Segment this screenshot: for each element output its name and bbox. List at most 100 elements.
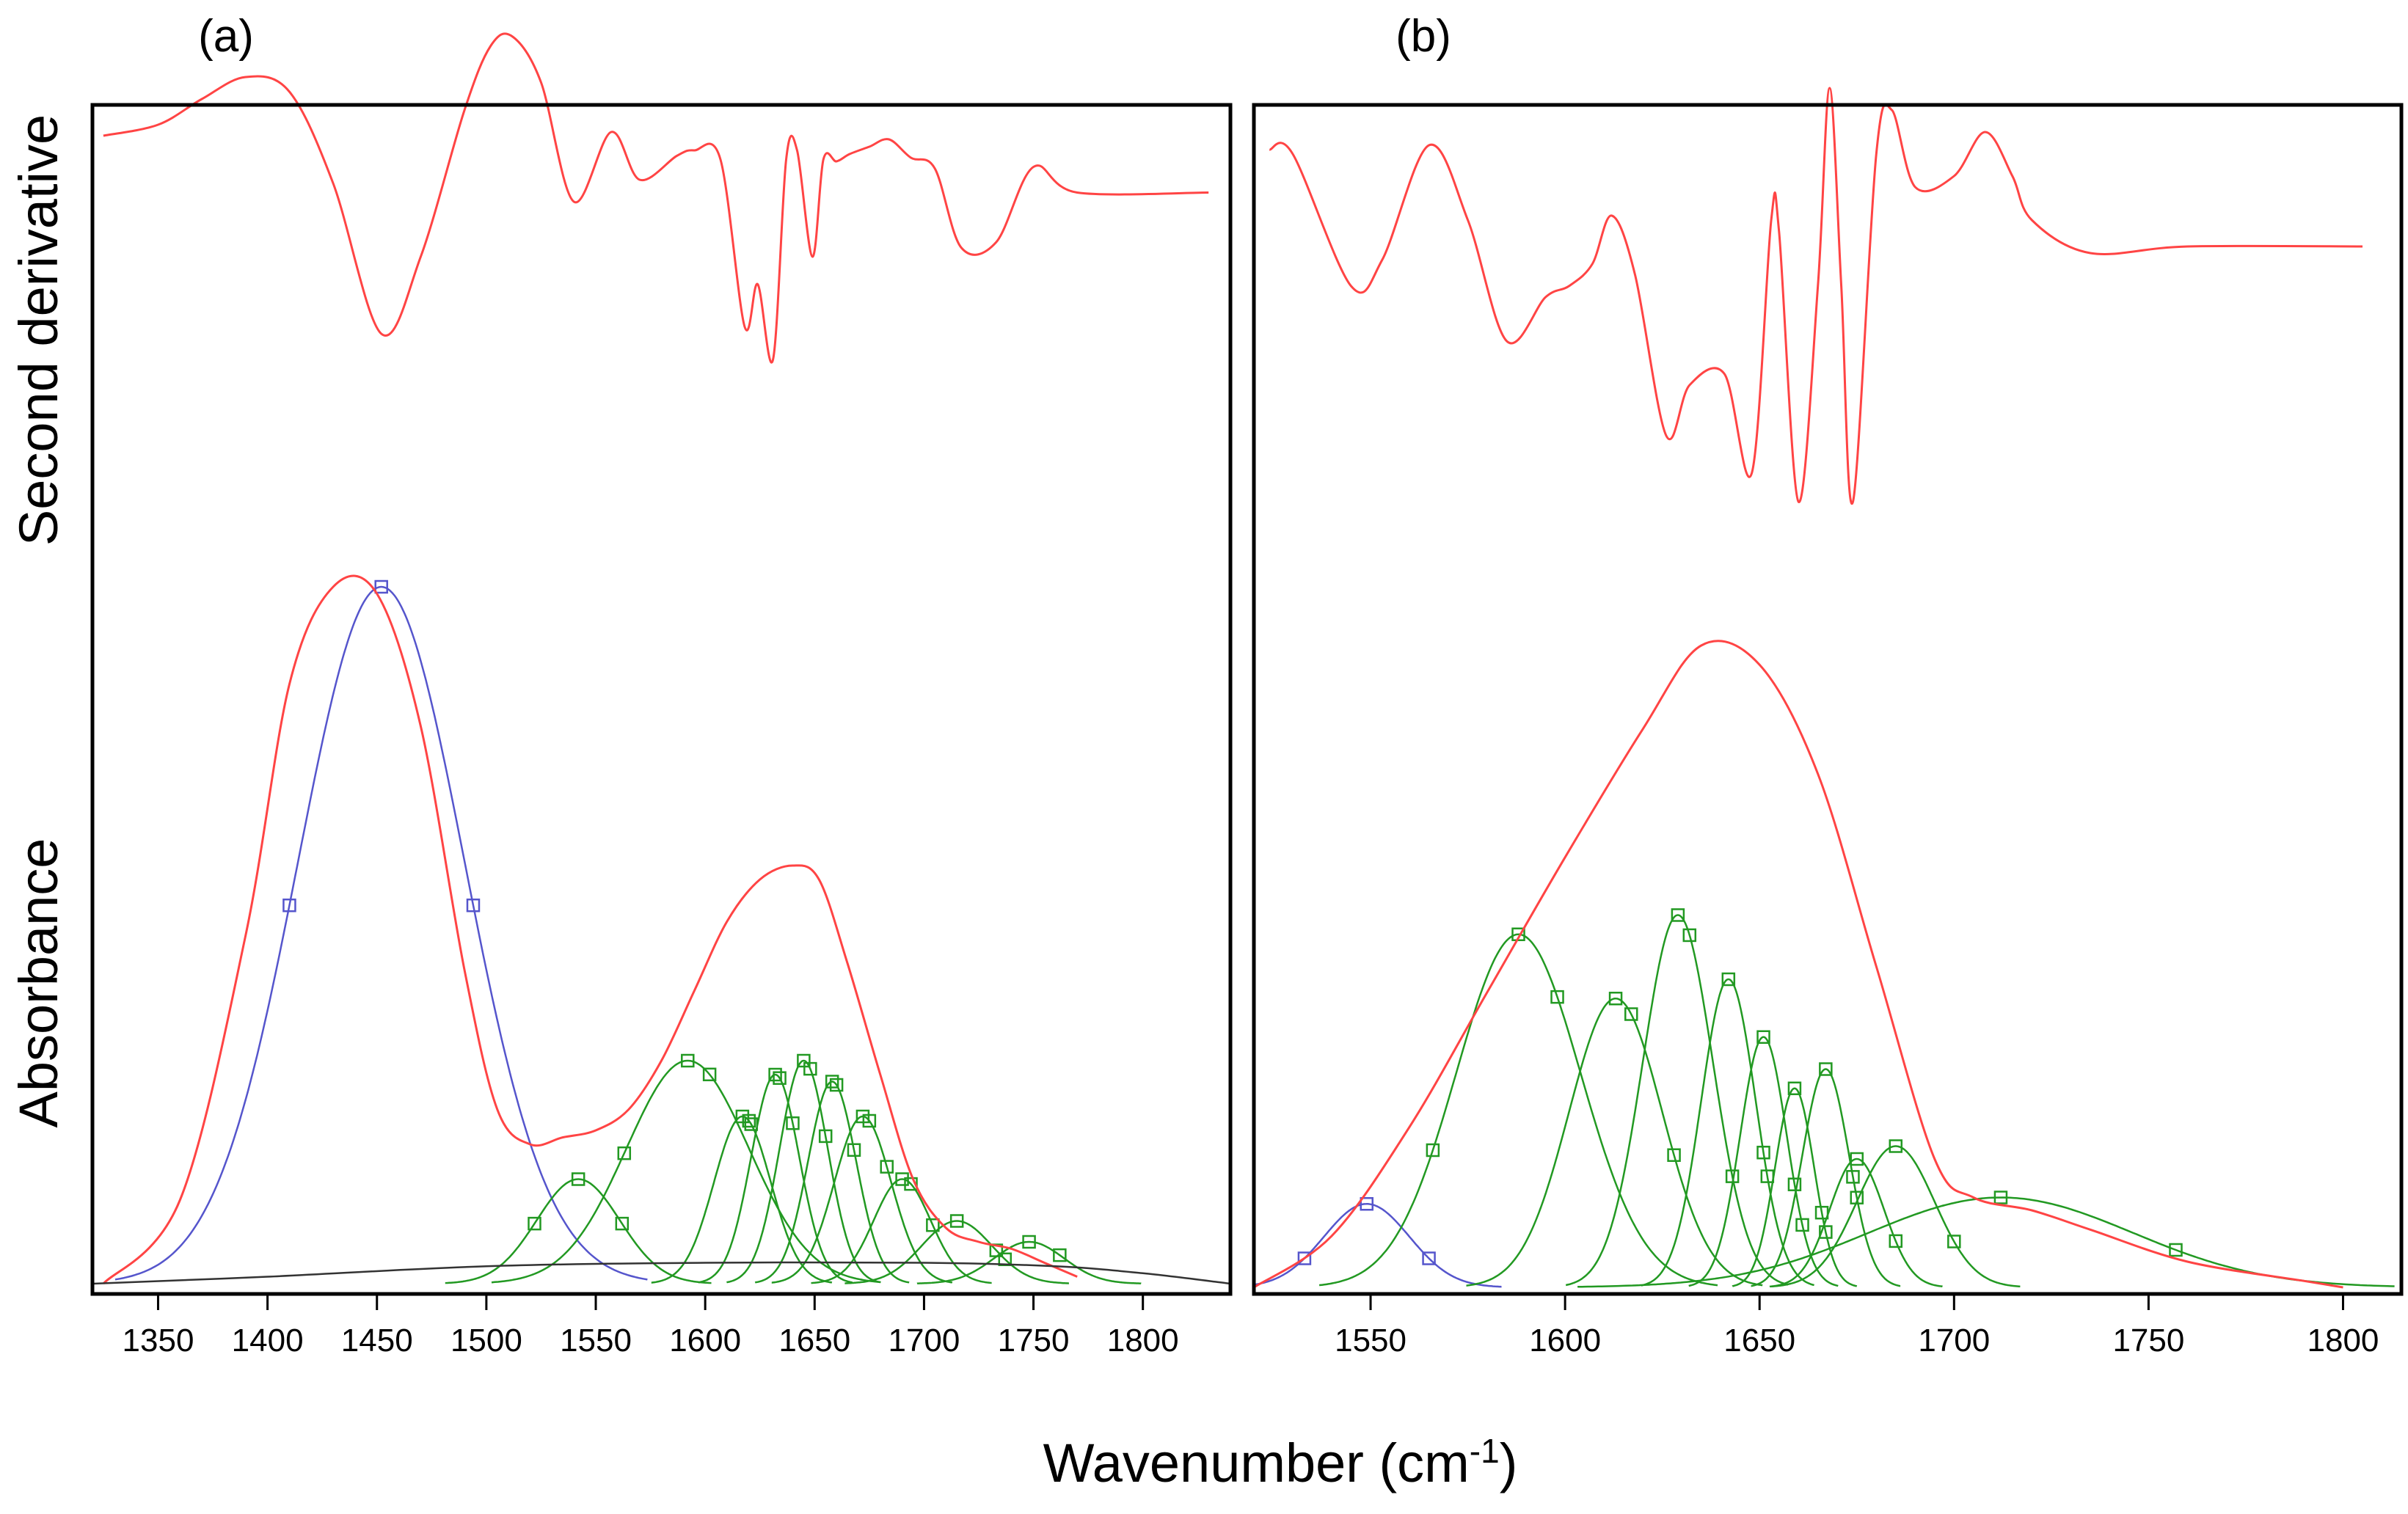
band-marker — [803, 1061, 817, 1076]
band-curve — [1751, 1068, 1901, 1287]
band-marker — [773, 1071, 787, 1085]
band-7-1672 — [771, 1109, 953, 1284]
band-curve — [445, 1178, 712, 1284]
series-absorbance — [1253, 640, 2343, 1289]
band-10-1748 — [916, 1235, 1142, 1284]
y-axis-title-absorbance: Absorbance — [8, 838, 69, 1128]
x-tick-label: 1750 — [998, 1323, 1070, 1358]
band-marker — [895, 1172, 909, 1186]
band-marker — [617, 1146, 632, 1160]
band-marker — [1889, 1139, 1903, 1153]
band-marker — [681, 1053, 695, 1068]
band-marker — [825, 1075, 839, 1089]
x-tick-label: 1700 — [888, 1323, 960, 1358]
band-1-1588 — [1318, 927, 1718, 1287]
band-marker — [880, 1160, 894, 1174]
band-curve — [491, 1059, 881, 1284]
series-second-derivative — [1269, 87, 2363, 505]
band-3-1617 — [651, 1109, 833, 1284]
band-curve — [1771, 1145, 2021, 1288]
panel-b-plot-area — [1253, 87, 2395, 1289]
band-marker — [1787, 1177, 1802, 1191]
band-marker — [1787, 1081, 1802, 1095]
band-marker — [1550, 990, 1564, 1004]
band-curve — [1641, 978, 1814, 1287]
y-axis-title-second-derivative: Second derivative — [8, 114, 69, 546]
series-baseline — [92, 1261, 1231, 1285]
band-marker — [1426, 1143, 1440, 1158]
band-marker — [786, 1116, 800, 1130]
band-5-1651 — [1688, 1030, 1839, 1287]
band-curve — [1565, 914, 1789, 1287]
band-marker — [949, 1214, 964, 1228]
band-marker — [768, 1067, 782, 1082]
band-marker — [1360, 1197, 1373, 1211]
band-marker — [1846, 1170, 1860, 1184]
band-marker — [1889, 1234, 1903, 1248]
x-tick-label: 1450 — [341, 1323, 413, 1358]
band-1-1542 — [445, 1172, 712, 1284]
x-tick-label: 1550 — [1335, 1323, 1407, 1358]
band-marker — [1053, 1248, 1067, 1262]
x-tick-label: 1650 — [778, 1323, 850, 1358]
band-marker — [1756, 1030, 1770, 1044]
x-tick-label: 1600 — [669, 1323, 741, 1358]
band-marker — [742, 1113, 756, 1128]
band-curve — [916, 1240, 1142, 1284]
band-marker — [615, 1216, 630, 1231]
x-tick-label: 1650 — [1723, 1323, 1795, 1358]
band-marker — [1993, 1191, 2008, 1204]
x-axis-title: Wavenumber (cm-1) — [1043, 1432, 1518, 1493]
x-tick-label: 1800 — [2307, 1323, 2379, 1358]
x-tick-label: 1350 — [123, 1323, 194, 1358]
band-4-1642 — [1641, 972, 1814, 1287]
x-tick-label: 1800 — [1107, 1323, 1179, 1358]
x-axis-title-main: Wavenumber (cm — [1043, 1433, 1470, 1493]
band-curve — [651, 1115, 833, 1284]
band-marker — [1624, 1007, 1638, 1021]
band-9-1685 — [1771, 1139, 2021, 1288]
band-marker — [847, 1143, 861, 1158]
band-marker — [1667, 1148, 1681, 1162]
band-curve — [1688, 1036, 1839, 1287]
band-marker — [1511, 927, 1525, 941]
band-marker — [1022, 1235, 1036, 1249]
band-marker — [282, 898, 296, 913]
band-marker — [926, 1218, 940, 1232]
band-2-1613 — [1466, 992, 1763, 1287]
series-second-derivative — [103, 32, 1209, 364]
band-marker — [571, 1172, 585, 1186]
band-2-1592 — [491, 1053, 881, 1284]
band-marker — [1297, 1251, 1312, 1265]
band-marker — [1819, 1062, 1833, 1076]
band-curve — [1769, 1158, 1943, 1288]
band-5-1645 — [726, 1053, 881, 1284]
band-marker — [1721, 972, 1736, 987]
x-axis-title-close: ) — [1500, 1433, 1518, 1493]
panel-b-label: (b) — [1395, 11, 1451, 62]
band-0-1452 — [114, 579, 648, 1281]
band-marker — [1682, 928, 1697, 943]
x-tick-label: 1400 — [232, 1323, 304, 1358]
band-marker — [904, 1177, 918, 1191]
band-8-1690 — [811, 1172, 992, 1284]
panel-a: 1350 1400 1450 1500 1550 1600 1650 1700 1750 1800 — [90, 32, 1233, 1358]
panel-b: 1550 1600 1650 1700 1750 1800 — [1252, 87, 2404, 1358]
band-marker — [1756, 1145, 1770, 1160]
panel-a-frame — [90, 103, 1233, 1296]
band-curve — [1732, 1087, 1858, 1287]
band-8-1675 — [1769, 1152, 1943, 1288]
band-curve — [811, 1178, 992, 1284]
panel-a-label: (a) — [198, 11, 254, 62]
band-marker — [702, 1067, 717, 1082]
x-tick-label: 1550 — [560, 1323, 632, 1358]
band-curve — [844, 1220, 1069, 1284]
x-tick-label: 1500 — [450, 1323, 522, 1358]
band-marker — [829, 1078, 844, 1092]
x-tick-label: 1750 — [2112, 1323, 2184, 1358]
series-absorbance — [102, 574, 1078, 1285]
band-marker — [1850, 1152, 1864, 1166]
band-0-1549 — [1253, 1197, 1502, 1288]
band-curve — [771, 1115, 953, 1284]
